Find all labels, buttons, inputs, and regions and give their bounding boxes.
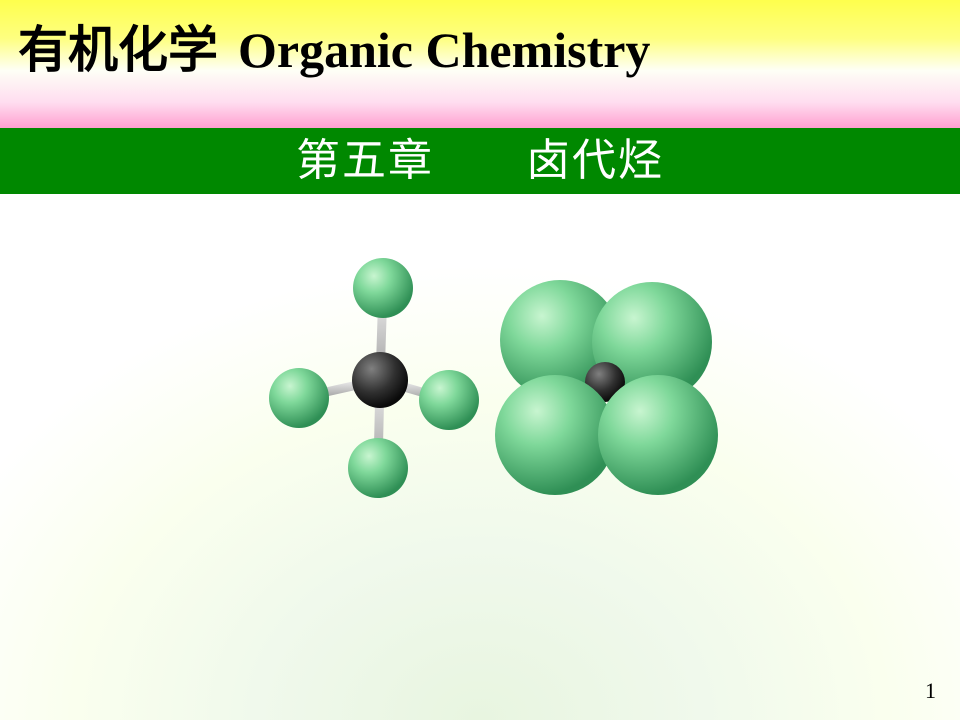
chapter-title-bar: 第五章 卤代烃 [0, 128, 960, 194]
page-number: 1 [925, 678, 936, 704]
molecule-svg [220, 230, 740, 500]
chapter-title-text: 第五章 卤代烃 [296, 136, 664, 185]
halogen-atom [419, 370, 479, 430]
space-fill-model [495, 280, 718, 495]
slide-header: 有机化学 Organic Chemistry [0, 0, 960, 128]
carbon-atom [352, 352, 408, 408]
title-chinese: 有机化学 [18, 22, 218, 78]
halogen-atom [269, 368, 329, 428]
halogen-atom-sf [495, 375, 615, 495]
halogen-atom-sf [598, 375, 718, 495]
halogen-atom [353, 258, 413, 318]
ball-stick-model [269, 258, 479, 498]
title-english: Organic Chemistry [238, 22, 650, 78]
molecule-figure [220, 230, 740, 500]
halogen-atom [348, 438, 408, 498]
